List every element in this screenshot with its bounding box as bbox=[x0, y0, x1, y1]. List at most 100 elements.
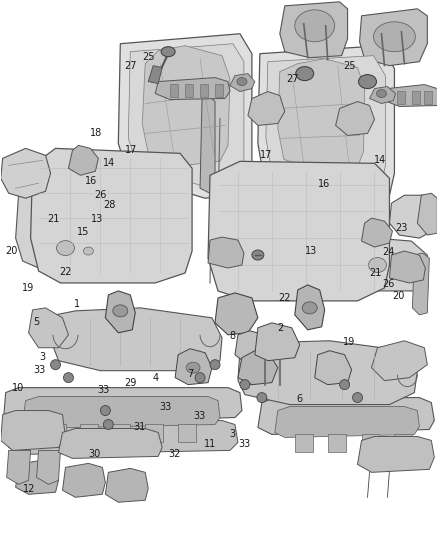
Polygon shape bbox=[178, 424, 196, 442]
Text: 33: 33 bbox=[238, 440, 251, 449]
Polygon shape bbox=[208, 237, 244, 268]
Text: 13: 13 bbox=[304, 246, 317, 255]
Polygon shape bbox=[266, 55, 385, 191]
Ellipse shape bbox=[295, 10, 335, 42]
Polygon shape bbox=[118, 34, 252, 198]
Text: 21: 21 bbox=[47, 214, 59, 224]
Text: 19: 19 bbox=[343, 337, 355, 347]
Polygon shape bbox=[336, 101, 374, 135]
Polygon shape bbox=[395, 434, 413, 453]
Ellipse shape bbox=[210, 360, 220, 370]
Text: 22: 22 bbox=[59, 267, 71, 277]
Polygon shape bbox=[424, 91, 432, 103]
Text: 13: 13 bbox=[91, 214, 103, 224]
Ellipse shape bbox=[113, 305, 128, 317]
Polygon shape bbox=[16, 185, 115, 273]
Ellipse shape bbox=[50, 360, 60, 370]
Polygon shape bbox=[7, 450, 31, 484]
Polygon shape bbox=[208, 161, 389, 301]
Text: 15: 15 bbox=[77, 227, 89, 237]
Text: 31: 31 bbox=[134, 422, 146, 432]
Polygon shape bbox=[59, 429, 162, 458]
Text: 12: 12 bbox=[23, 483, 35, 494]
Polygon shape bbox=[106, 291, 135, 333]
Ellipse shape bbox=[368, 257, 386, 272]
Text: 16: 16 bbox=[318, 179, 330, 189]
Polygon shape bbox=[413, 253, 429, 315]
Polygon shape bbox=[328, 434, 346, 453]
Polygon shape bbox=[145, 424, 163, 442]
Ellipse shape bbox=[353, 393, 363, 402]
Polygon shape bbox=[200, 96, 215, 193]
Polygon shape bbox=[31, 148, 192, 283]
Text: 18: 18 bbox=[90, 127, 102, 138]
Text: 5: 5 bbox=[33, 317, 39, 327]
Ellipse shape bbox=[302, 302, 317, 314]
Polygon shape bbox=[417, 193, 437, 235]
Polygon shape bbox=[413, 91, 420, 103]
Polygon shape bbox=[53, 308, 222, 370]
Text: 33: 33 bbox=[33, 365, 45, 375]
Text: 27: 27 bbox=[124, 61, 137, 71]
Ellipse shape bbox=[374, 22, 415, 52]
Polygon shape bbox=[275, 407, 419, 438]
Ellipse shape bbox=[377, 90, 386, 98]
Ellipse shape bbox=[240, 379, 250, 390]
Polygon shape bbox=[148, 66, 162, 84]
Ellipse shape bbox=[83, 247, 93, 255]
Polygon shape bbox=[230, 74, 255, 92]
Polygon shape bbox=[295, 434, 313, 453]
Ellipse shape bbox=[252, 250, 264, 260]
Polygon shape bbox=[280, 2, 348, 58]
Polygon shape bbox=[4, 387, 242, 424]
Ellipse shape bbox=[100, 406, 110, 416]
Polygon shape bbox=[142, 46, 230, 165]
Polygon shape bbox=[37, 450, 60, 484]
Ellipse shape bbox=[237, 78, 247, 86]
Polygon shape bbox=[238, 341, 417, 405]
Polygon shape bbox=[314, 351, 352, 385]
Ellipse shape bbox=[64, 373, 74, 383]
Ellipse shape bbox=[161, 47, 175, 56]
Polygon shape bbox=[255, 323, 300, 361]
Polygon shape bbox=[357, 437, 434, 472]
Polygon shape bbox=[248, 92, 285, 125]
Text: 26: 26 bbox=[382, 279, 395, 288]
Text: 19: 19 bbox=[21, 282, 34, 293]
Polygon shape bbox=[361, 218, 392, 247]
Polygon shape bbox=[258, 46, 395, 203]
Polygon shape bbox=[389, 251, 425, 283]
Polygon shape bbox=[170, 84, 178, 96]
Polygon shape bbox=[9, 421, 238, 455]
Polygon shape bbox=[68, 146, 99, 175]
Polygon shape bbox=[1, 410, 66, 450]
Ellipse shape bbox=[359, 75, 377, 88]
Ellipse shape bbox=[57, 240, 74, 255]
Polygon shape bbox=[1, 148, 50, 198]
Polygon shape bbox=[28, 308, 68, 348]
Ellipse shape bbox=[296, 67, 314, 80]
Polygon shape bbox=[238, 351, 278, 385]
Text: 3: 3 bbox=[39, 352, 45, 362]
Text: 25: 25 bbox=[343, 61, 355, 71]
Polygon shape bbox=[295, 285, 325, 330]
Polygon shape bbox=[175, 349, 212, 385]
Polygon shape bbox=[389, 195, 437, 238]
Text: 3: 3 bbox=[229, 429, 235, 439]
Text: 29: 29 bbox=[125, 378, 137, 389]
Text: 8: 8 bbox=[229, 330, 235, 341]
Text: 20: 20 bbox=[5, 246, 18, 255]
Polygon shape bbox=[23, 397, 220, 429]
Polygon shape bbox=[385, 85, 438, 107]
Text: 14: 14 bbox=[103, 158, 115, 168]
Text: 21: 21 bbox=[369, 268, 381, 278]
Polygon shape bbox=[235, 331, 272, 365]
Text: 30: 30 bbox=[88, 449, 101, 458]
Text: 33: 33 bbox=[159, 402, 172, 413]
Polygon shape bbox=[371, 341, 427, 381]
Polygon shape bbox=[128, 44, 244, 185]
Text: 20: 20 bbox=[392, 290, 404, 301]
Text: 6: 6 bbox=[297, 394, 303, 405]
Text: 16: 16 bbox=[85, 176, 98, 187]
Ellipse shape bbox=[257, 393, 267, 402]
